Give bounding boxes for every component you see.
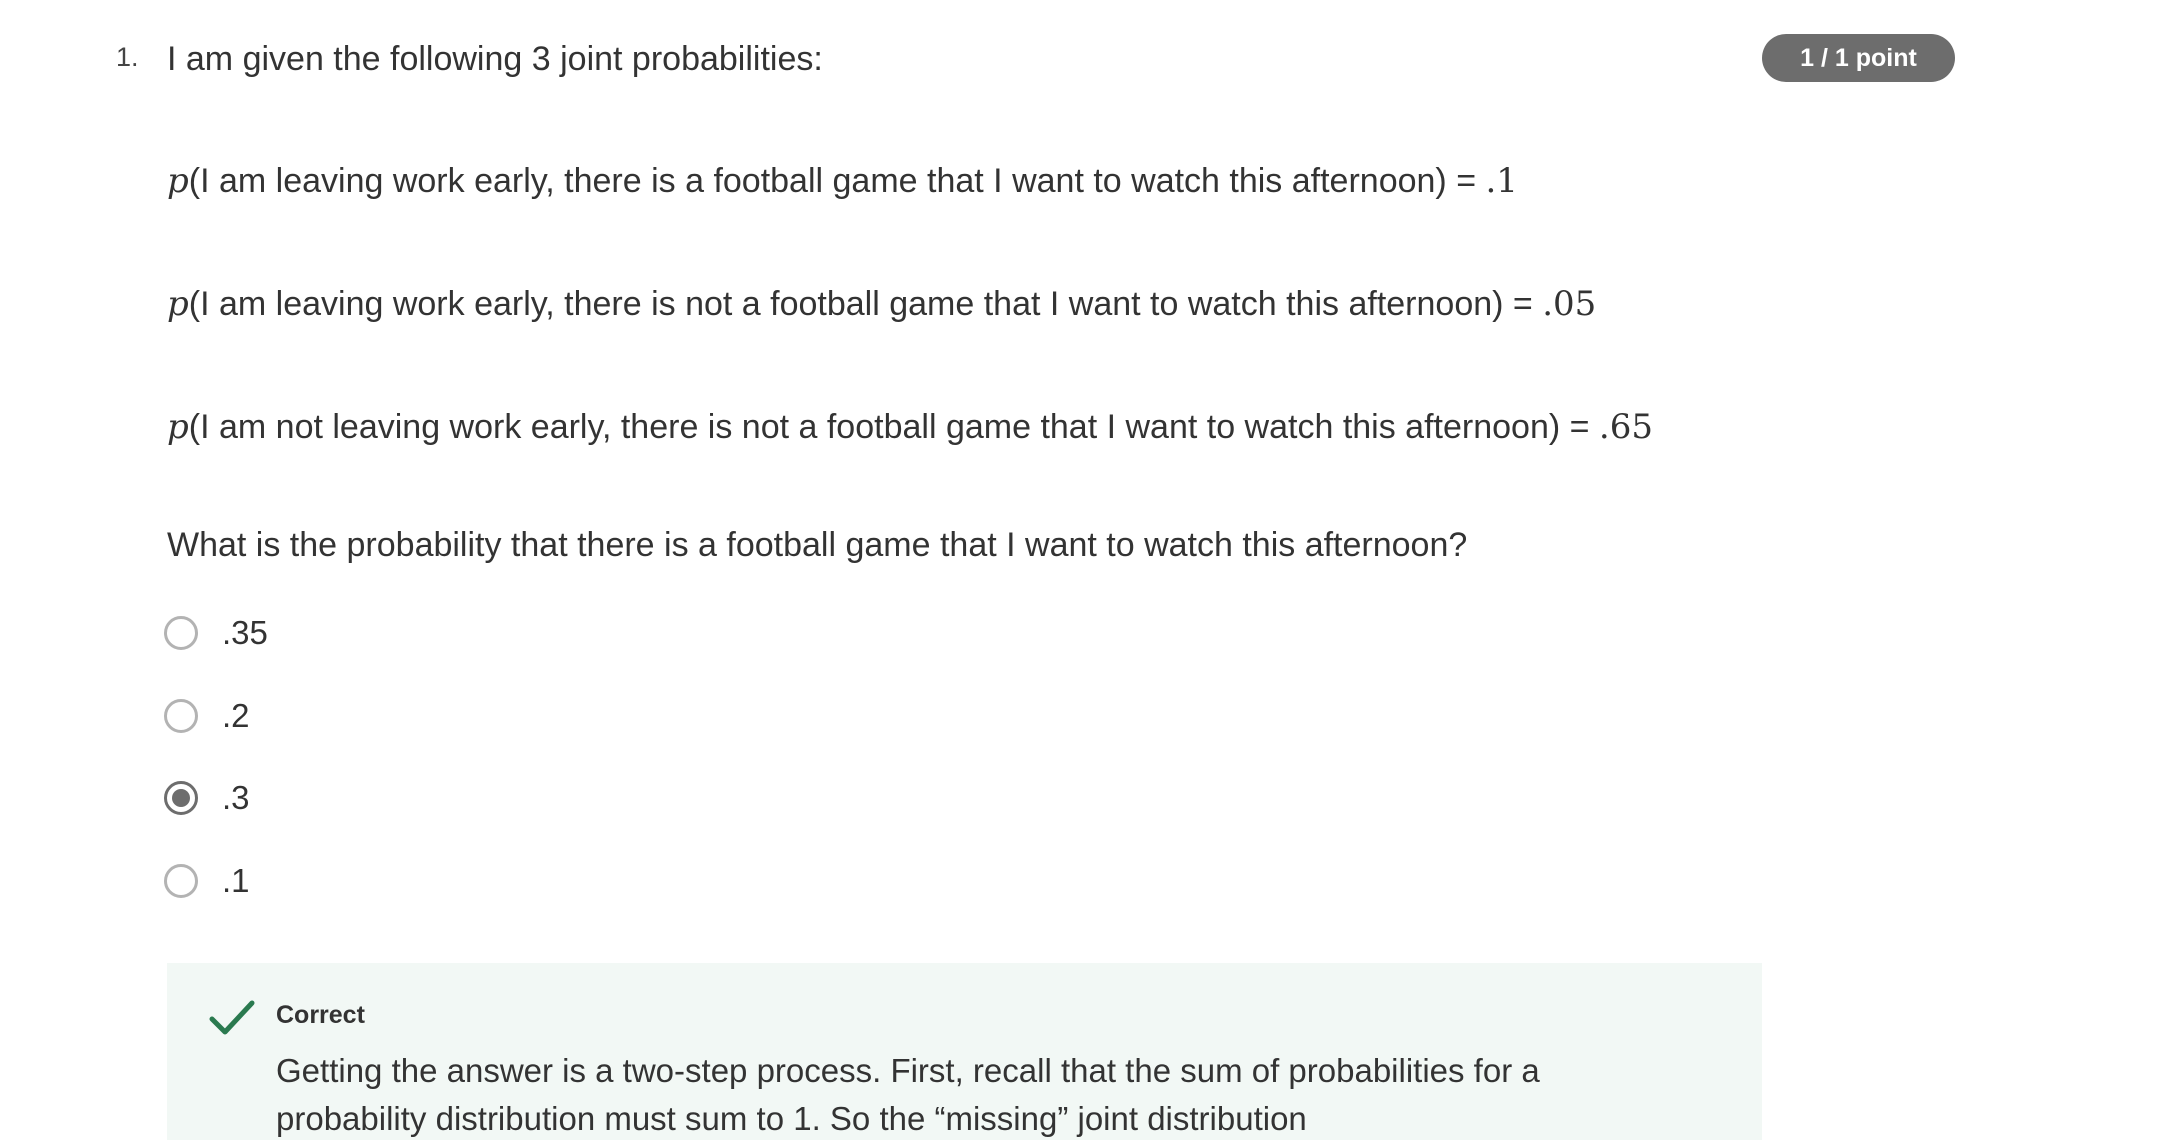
checkmark-icon <box>209 1000 255 1035</box>
radio-button[interactable] <box>164 699 198 733</box>
probability-line-1: p(I am leaving work early, there is a fo… <box>167 160 1518 202</box>
option-label: .2 <box>222 697 250 734</box>
probability-value: .05 <box>1542 284 1597 324</box>
feedback-status: Correct <box>276 1001 365 1029</box>
feedback-panel: Correct Getting the answer is a two-step… <box>167 963 1762 1140</box>
answer-option-1[interactable]: .35 <box>164 611 268 655</box>
feedback-explanation: Getting the answer is a two-step process… <box>276 1052 1540 1137</box>
question-ask: What is the probability that there is a … <box>167 526 1468 564</box>
probability-line-3: p(I am not leaving work early, there is … <box>167 406 1653 448</box>
question-prompt: I am given the following 3 joint probabi… <box>167 40 823 78</box>
radio-button[interactable] <box>164 616 198 650</box>
radio-button-selected[interactable] <box>164 781 198 815</box>
option-label: .35 <box>222 614 268 651</box>
probability-value: .1 <box>1485 161 1518 201</box>
probability-value: .65 <box>1598 407 1653 447</box>
option-label: .3 <box>222 779 250 816</box>
answer-option-3[interactable]: .3 <box>164 776 250 820</box>
probability-text: (I am not leaving work early, there is n… <box>188 408 1599 446</box>
radio-button[interactable] <box>164 864 198 898</box>
answer-option-2[interactable]: .2 <box>164 694 250 738</box>
p-symbol: p <box>167 284 189 324</box>
question-number: 1. <box>116 42 139 72</box>
option-label: .1 <box>222 862 250 899</box>
probability-line-2: p(I am leaving work early, there is not … <box>167 283 1596 325</box>
p-symbol: p <box>167 407 189 447</box>
points-badge: 1 / 1 point <box>1762 34 1955 82</box>
probability-text: (I am leaving work early, there is a foo… <box>188 162 1486 200</box>
answer-option-4[interactable]: .1 <box>164 859 250 903</box>
probability-text: (I am leaving work early, there is not a… <box>188 285 1543 323</box>
p-symbol: p <box>167 161 189 201</box>
